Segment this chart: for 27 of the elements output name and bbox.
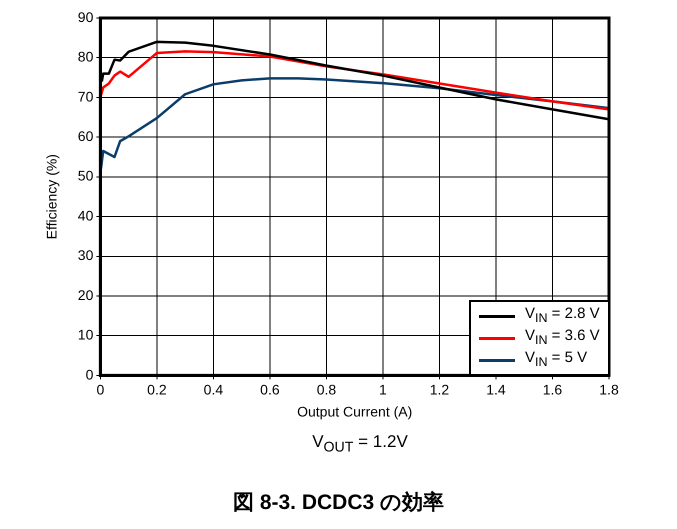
text: V$_{OUT}$ = 1.2V xyxy=(311,432,409,456)
x-tick-label: 1.2 xyxy=(430,382,450,398)
y-tick-label: 20 xyxy=(78,286,94,303)
legend-label: V$_{IN}$ = 2.8 V xyxy=(525,305,600,328)
x-tick-label: 0.8 xyxy=(316,382,336,398)
y-tick-label: 40 xyxy=(78,207,94,224)
x-tick-label: 0.2 xyxy=(147,382,167,398)
y-tick-label: 10 xyxy=(78,326,94,343)
y-tick-label: 90 xyxy=(78,8,94,25)
y-tick-label: 50 xyxy=(78,168,94,184)
legend-label: V$_{IN}$ = 3.6 V xyxy=(525,327,600,350)
x-tick-label: 1.6 xyxy=(542,382,562,398)
y-tick-label: 70 xyxy=(78,88,94,104)
x-tick-label: 1.8 xyxy=(599,382,619,398)
y-tick-label: 60 xyxy=(78,128,94,144)
legend-label: V$_{IN}$ = 5 V xyxy=(525,349,588,372)
y-tick-label: 80 xyxy=(78,48,94,65)
x-axis-title: Output Current (A) xyxy=(297,403,412,420)
x-tick-label: 1 xyxy=(379,382,388,398)
text: 図 8-3. DCDC3 の効率 xyxy=(232,490,446,516)
y-tick-label: 0 xyxy=(86,366,94,382)
x-tick-label: 0.6 xyxy=(260,382,280,398)
x-tick-label: 0 xyxy=(96,382,104,398)
y-tick-label: 30 xyxy=(78,247,94,264)
x-tick-label: 0.4 xyxy=(204,382,224,398)
y-axis-title: Efficiency (%) xyxy=(43,154,60,240)
x-tick-label: 1.4 xyxy=(486,382,506,398)
